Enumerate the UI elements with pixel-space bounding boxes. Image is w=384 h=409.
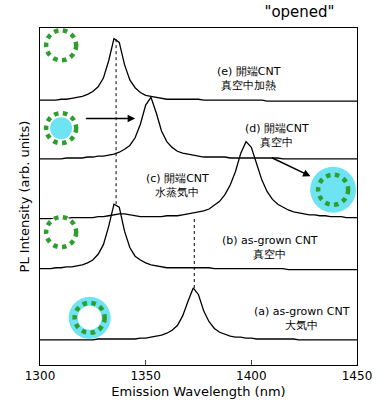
svg-text:1450: 1450 xyxy=(342,369,373,383)
svg-text:Emission Wavelength (nm): Emission Wavelength (nm) xyxy=(111,384,285,399)
svg-text:(c) 開端CNT水蒸気中: (c) 開端CNT水蒸気中 xyxy=(146,172,209,199)
svg-text:1400: 1400 xyxy=(236,369,267,383)
svg-text:(d) 開端CNT真空中: (d) 開端CNT真空中 xyxy=(245,122,309,149)
svg-text:(a) as-grown CNT大気中: (a) as-grown CNT大気中 xyxy=(254,305,350,332)
svg-text:"opened": "opened" xyxy=(265,3,335,21)
svg-text:PL Intensity (arb. units): PL Intensity (arb. units) xyxy=(17,121,32,273)
svg-text:1350: 1350 xyxy=(130,369,161,383)
svg-text:(b) as-grown CNT真空中: (b) as-grown CNT真空中 xyxy=(222,234,318,261)
svg-text:1300: 1300 xyxy=(25,369,56,383)
svg-text:(e) 開端CNT真空中加熱: (e) 開端CNT真空中加熱 xyxy=(217,65,281,92)
